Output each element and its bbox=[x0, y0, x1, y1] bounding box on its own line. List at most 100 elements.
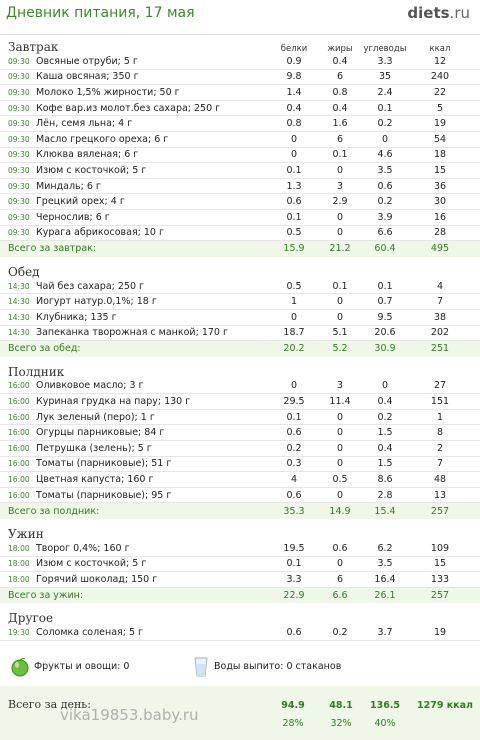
food-name: Клубника; 135 г bbox=[36, 311, 117, 323]
logo[interactable]: diets.ru bbox=[407, 4, 470, 22]
food-name: Оливковое масло; 3 г bbox=[36, 380, 144, 392]
section-title: Полдник bbox=[8, 364, 65, 379]
nutrient-value: 4 bbox=[290, 474, 298, 486]
column-header: белки bbox=[280, 44, 308, 54]
nutrient-value: 3 bbox=[336, 380, 344, 392]
time: 09:30 bbox=[8, 228, 30, 238]
food-row: 14:30 Йогурт натур.0,1%; 18 г 1 0 0.7 7 bbox=[0, 294, 480, 310]
time: 09:30 bbox=[8, 87, 30, 97]
food-name: Миндаль; 6 г bbox=[36, 180, 101, 192]
nutrient-value: 0.1 bbox=[286, 411, 302, 423]
food-name: Изюм с косточкой; 5 г bbox=[36, 558, 147, 570]
nutrient-value: 8.6 bbox=[377, 474, 393, 486]
nutrient-value: 0.6 bbox=[332, 542, 348, 554]
total-value: 14.9 bbox=[329, 505, 351, 517]
food-row: 16:00 Оливковое масло; 3 г 0 3 0 27 bbox=[0, 379, 480, 395]
nutrient-value: 0 bbox=[290, 149, 298, 161]
nutrient-value: 16 bbox=[433, 211, 447, 223]
food-name: Курага абрикосовая; 10 г bbox=[36, 227, 164, 239]
nutrient-value: 0.2 bbox=[332, 627, 348, 639]
food-name: Томаты (парниковые); 51 г bbox=[36, 458, 172, 470]
spacer bbox=[0, 641, 480, 645]
nutrient-value: 6 bbox=[336, 574, 344, 586]
nutrient-value: 3 bbox=[336, 180, 344, 192]
nutrient-value: 35 bbox=[378, 71, 392, 83]
total-value: 15.9 bbox=[283, 243, 305, 255]
food-name: Горячий шоколад; 150 г bbox=[36, 574, 158, 586]
day-kcal: 1279 ккал bbox=[416, 700, 473, 711]
nutrient-value: 6.6 bbox=[377, 227, 393, 239]
food-row: 09:30 Грецкий орех; 4 г 0.6 2.9 0.2 30 bbox=[0, 194, 480, 210]
nutrient-value: 1.5 bbox=[377, 427, 393, 439]
nutrient-value: 13 bbox=[433, 489, 447, 501]
total-value: 60.4 bbox=[374, 243, 396, 255]
food-row: 14:30 Клубника; 135 г 0 0 9.5 38 bbox=[0, 310, 480, 326]
time: 09:30 bbox=[8, 134, 30, 144]
nutrient-value: 0.6 bbox=[286, 627, 302, 639]
nutrient-value: 2.9 bbox=[332, 196, 348, 208]
nutrient-value: 133 bbox=[430, 574, 450, 586]
total-label: Всего за обед: bbox=[8, 343, 81, 355]
section-title: Завтрак bbox=[8, 40, 59, 54]
nutrient-value: 16.4 bbox=[374, 574, 396, 586]
nutrient-value: 0 bbox=[336, 458, 344, 470]
time: 09:30 bbox=[8, 197, 30, 207]
time: 14:30 bbox=[8, 281, 30, 291]
nutrient-value: 22 bbox=[433, 86, 447, 98]
nutrient-value: 0.6 bbox=[286, 196, 302, 208]
food-name: Масло грецкого ореха; 6 г bbox=[36, 133, 169, 145]
nutrient-value: 0.2 bbox=[377, 196, 393, 208]
nutrient-value: 3.3 bbox=[377, 55, 393, 67]
total-label: Всего за полдник: bbox=[8, 505, 100, 517]
time: 19:30 bbox=[8, 628, 30, 638]
nutrient-value: 6.2 bbox=[377, 542, 393, 554]
nutrient-value: 11.4 bbox=[329, 396, 351, 408]
nutrient-value: 5 bbox=[436, 102, 444, 114]
nutrient-value: 7 bbox=[436, 296, 444, 308]
total-value: 251 bbox=[430, 343, 450, 355]
nutrient-value: 0 bbox=[336, 164, 344, 176]
section-title: Ужин bbox=[8, 527, 44, 542]
nutrient-value: 0.1 bbox=[286, 164, 302, 176]
time: 16:00 bbox=[8, 428, 30, 438]
section-total: Всего за полдник: 35.3 14.9 15.4 257 bbox=[0, 503, 480, 520]
food-name: Огурцы парниковые; 84 г bbox=[36, 427, 165, 439]
nutrient-value: 0.5 bbox=[286, 280, 302, 292]
food-name: Соломка соленая; 5 г bbox=[36, 627, 144, 639]
nutrient-value: 19 bbox=[433, 627, 447, 639]
column-header: углеводы bbox=[363, 44, 407, 54]
nutrient-value: 15 bbox=[433, 558, 447, 570]
nutrient-value: 0.6 bbox=[377, 180, 393, 192]
food-name: Клюква вяленая; 6 г bbox=[36, 149, 139, 161]
section-header: Полдник bbox=[0, 361, 480, 379]
day-total: Всего за день: 94.9 48.1 136.5 1279 ккал… bbox=[0, 686, 480, 740]
nutrient-value: 4.6 bbox=[377, 149, 393, 161]
logo-suffix: .ru bbox=[449, 4, 470, 22]
food-name: Чай без сахара; 250 г bbox=[36, 280, 145, 292]
nutrient-value: 0 bbox=[381, 380, 389, 392]
nutrient-value: 0.6 bbox=[286, 427, 302, 439]
logo-text: diets bbox=[407, 4, 450, 22]
nutrient-value: 0.5 bbox=[332, 474, 348, 486]
nutrient-value: 3.5 bbox=[377, 164, 393, 176]
nutrient-value: 0 bbox=[336, 211, 344, 223]
time: 16:00 bbox=[8, 412, 30, 422]
nutrient-value: 20.6 bbox=[374, 327, 396, 339]
nutrient-value: 18 bbox=[433, 149, 447, 161]
food-row: 09:30 Каша овсяная; 350 г 9.8 6 35 240 bbox=[0, 70, 480, 86]
nutrient-value: 0.7 bbox=[377, 296, 393, 308]
food-row: 09:30 Клюква вяленая; 6 г 0 0.1 4.6 18 bbox=[0, 148, 480, 164]
section-title: Обед bbox=[8, 264, 40, 279]
nutrient-value: 12 bbox=[433, 55, 447, 67]
nutrient-value: 19 bbox=[433, 118, 447, 130]
nutrient-value: 1.4 bbox=[286, 86, 302, 98]
nutrient-value: 36 bbox=[433, 180, 447, 192]
food-name: Изюм с косточкой; 5 г bbox=[36, 164, 147, 176]
day-protein: 94.9 bbox=[281, 700, 305, 711]
nutrient-value: 202 bbox=[430, 327, 450, 339]
food-row: 16:00 Огурцы парниковые; 84 г 0.6 0 1.5 8 bbox=[0, 425, 480, 442]
summary: Фрукты и овощи: 0 Воды выпито: 0 стакано… bbox=[0, 655, 480, 679]
nutrient-value: 0 bbox=[336, 227, 344, 239]
nutrient-value: 0 bbox=[290, 311, 298, 323]
